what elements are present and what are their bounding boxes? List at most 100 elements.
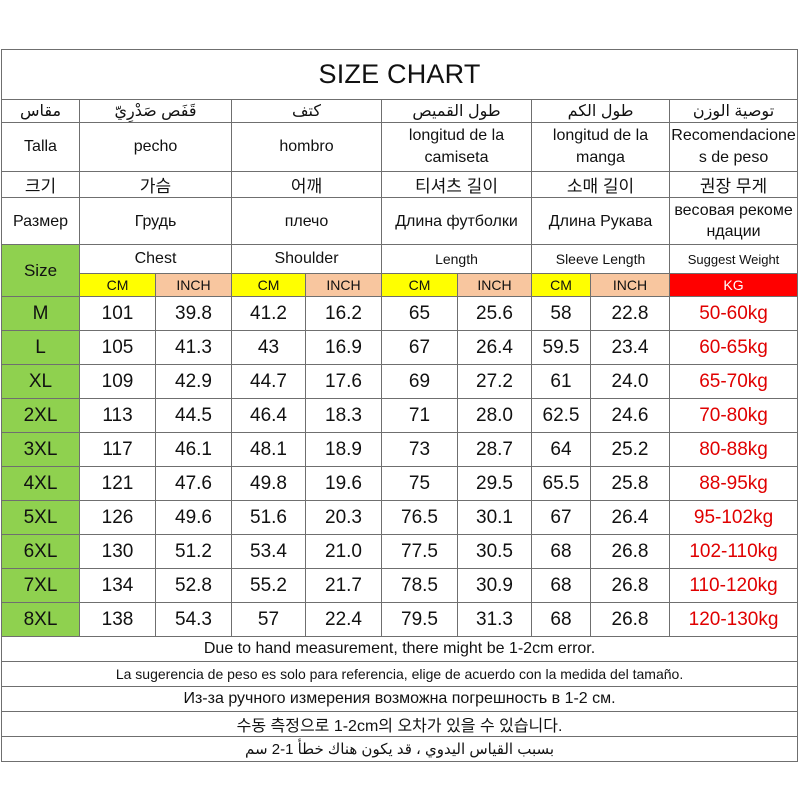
table-row: 3XL 117 46.1 48.1 18.9 73 28.7 64 25.2 8… bbox=[1, 432, 799, 467]
table-row: XL 109 42.9 44.7 17.6 69 27.2 61 24.0 65… bbox=[1, 364, 799, 399]
size-label: 7XL bbox=[1, 568, 80, 603]
suggested-weight: 65-70kg bbox=[668, 364, 799, 399]
header-es-size: Talla bbox=[1, 122, 80, 172]
sleeve-inch: 24.6 bbox=[590, 398, 670, 433]
header-ar-size: مقاس bbox=[1, 99, 80, 123]
chest-cm: 105 bbox=[79, 330, 156, 365]
chest-inch: 46.1 bbox=[155, 432, 232, 467]
header-en-size: Size bbox=[1, 244, 80, 297]
header-en-weight: Suggest Weight bbox=[668, 244, 799, 274]
header-ko-shoulder: 어깨 bbox=[231, 171, 382, 198]
length-inch: 26.4 bbox=[457, 330, 532, 365]
shoulder-inch: 22.4 bbox=[305, 602, 382, 637]
length-inch: 30.5 bbox=[457, 534, 532, 569]
shoulder-inch: 18.9 bbox=[305, 432, 382, 467]
shoulder-cm: 57 bbox=[231, 602, 306, 637]
unit-shoulder-cm: CM bbox=[231, 273, 306, 297]
sleeve-inch: 26.8 bbox=[590, 568, 670, 603]
table-row: 2XL 113 44.5 46.4 18.3 71 28.0 62.5 24.6… bbox=[1, 398, 799, 433]
header-ar-length: طول القميص bbox=[381, 99, 532, 123]
shoulder-inch: 21.7 bbox=[305, 568, 382, 603]
header-ko-size: 크기 bbox=[1, 171, 80, 198]
unit-sleeve-cm: CM bbox=[531, 273, 591, 297]
unit-shoulder-inch: INCH bbox=[305, 273, 382, 297]
chest-cm: 126 bbox=[79, 500, 156, 535]
shoulder-cm: 51.6 bbox=[231, 500, 306, 535]
header-ru-weight: весовая рекомендации bbox=[668, 197, 799, 245]
header-en-sleeve: Sleeve Length bbox=[531, 244, 670, 274]
shoulder-inch: 20.3 bbox=[305, 500, 382, 535]
header-ar-shoulder: كتف bbox=[231, 99, 382, 123]
chest-cm: 130 bbox=[79, 534, 156, 569]
length-inch: 29.5 bbox=[457, 466, 532, 501]
unit-weight-kg: KG bbox=[668, 273, 799, 297]
sleeve-inch: 23.4 bbox=[590, 330, 670, 365]
length-cm: 79.5 bbox=[381, 602, 458, 637]
sleeve-inch: 26.8 bbox=[590, 534, 670, 569]
size-label: 6XL bbox=[1, 534, 80, 569]
length-inch: 28.7 bbox=[457, 432, 532, 467]
header-ko-chest: 가슴 bbox=[79, 171, 232, 198]
shoulder-cm: 44.7 bbox=[231, 364, 306, 399]
note-arabic: بسبب القياس اليدوي ، قد يكون هناك خطأ 1-… bbox=[0, 736, 799, 762]
header-es-chest: pecho bbox=[79, 122, 232, 172]
sleeve-inch: 25.2 bbox=[590, 432, 670, 467]
suggested-weight: 88-95kg bbox=[668, 466, 799, 501]
length-inch: 25.6 bbox=[457, 296, 532, 331]
sleeve-inch: 26.4 bbox=[590, 500, 670, 535]
sleeve-inch: 22.8 bbox=[590, 296, 670, 331]
chest-inch: 51.2 bbox=[155, 534, 232, 569]
size-label: M bbox=[1, 296, 80, 331]
sleeve-cm: 58 bbox=[531, 296, 591, 331]
sleeve-cm: 68 bbox=[531, 534, 591, 569]
header-en-length: Length bbox=[381, 244, 532, 274]
header-es-sleeve: longitud de la manga bbox=[531, 122, 670, 172]
size-label: 3XL bbox=[1, 432, 80, 467]
header-es-length: longitud de la camiseta bbox=[381, 122, 532, 172]
suggested-weight: 60-65kg bbox=[668, 330, 799, 365]
unit-row: CM INCH CM INCH CM INCH CM INCH KG bbox=[2, 273, 799, 297]
size-label: 8XL bbox=[1, 602, 80, 637]
header-ko-sleeve: 소매 길이 bbox=[531, 171, 670, 198]
length-cm: 65 bbox=[381, 296, 458, 331]
length-cm: 76.5 bbox=[381, 500, 458, 535]
header-ar-chest: قَفَص صَدْرِيّ bbox=[79, 99, 232, 123]
unit-length-inch: INCH bbox=[457, 273, 532, 297]
note-spanish: La sugerencia de peso es solo para refer… bbox=[0, 661, 799, 687]
table-row: M 101 39.8 41.2 16.2 65 25.6 58 22.8 50-… bbox=[1, 296, 799, 331]
shoulder-cm: 43 bbox=[231, 330, 306, 365]
sleeve-cm: 62.5 bbox=[531, 398, 591, 433]
suggested-weight: 120-130kg bbox=[668, 602, 799, 637]
sleeve-inch: 25.8 bbox=[590, 466, 670, 501]
header-en-chest: Chest bbox=[79, 244, 232, 274]
sleeve-inch: 26.8 bbox=[590, 602, 670, 637]
chest-cm: 121 bbox=[79, 466, 156, 501]
shoulder-inch: 17.6 bbox=[305, 364, 382, 399]
suggested-weight: 80-88kg bbox=[668, 432, 799, 467]
shoulder-inch: 16.2 bbox=[305, 296, 382, 331]
chest-cm: 113 bbox=[79, 398, 156, 433]
suggested-weight: 102-110kg bbox=[668, 534, 799, 569]
shoulder-cm: 46.4 bbox=[231, 398, 306, 433]
header-row-russian: Размер Грудь плечо Длина футболки Длина … bbox=[1, 197, 799, 245]
chest-cm: 138 bbox=[79, 602, 156, 637]
sleeve-cm: 68 bbox=[531, 602, 591, 637]
header-es-shoulder: hombro bbox=[231, 122, 382, 172]
table-row: 4XL 121 47.6 49.8 19.6 75 29.5 65.5 25.8… bbox=[1, 466, 799, 501]
table-row: 7XL 134 52.8 55.2 21.7 78.5 30.9 68 26.8… bbox=[1, 568, 799, 603]
header-es-weight: Recomendaciones de peso bbox=[668, 122, 799, 172]
shoulder-inch: 21.0 bbox=[305, 534, 382, 569]
table-row: L 105 41.3 43 16.9 67 26.4 59.5 23.4 60-… bbox=[1, 330, 799, 365]
header-row-korean: 크기 가슴 어깨 티셔츠 길이 소매 길이 권장 무게 bbox=[1, 171, 799, 198]
shoulder-inch: 16.9 bbox=[305, 330, 382, 365]
header-ru-size: Размер bbox=[1, 197, 80, 245]
length-cm: 69 bbox=[381, 364, 458, 399]
chest-inch: 54.3 bbox=[155, 602, 232, 637]
shoulder-inch: 18.3 bbox=[305, 398, 382, 433]
chest-cm: 117 bbox=[79, 432, 156, 467]
note-russian: Из-за ручного измерения возможна погрешн… bbox=[0, 686, 799, 712]
length-inch: 31.3 bbox=[457, 602, 532, 637]
length-cm: 67 bbox=[381, 330, 458, 365]
header-ko-length: 티셔츠 길이 bbox=[381, 171, 532, 198]
header-ar-weight: توصية الوزن bbox=[668, 99, 799, 123]
